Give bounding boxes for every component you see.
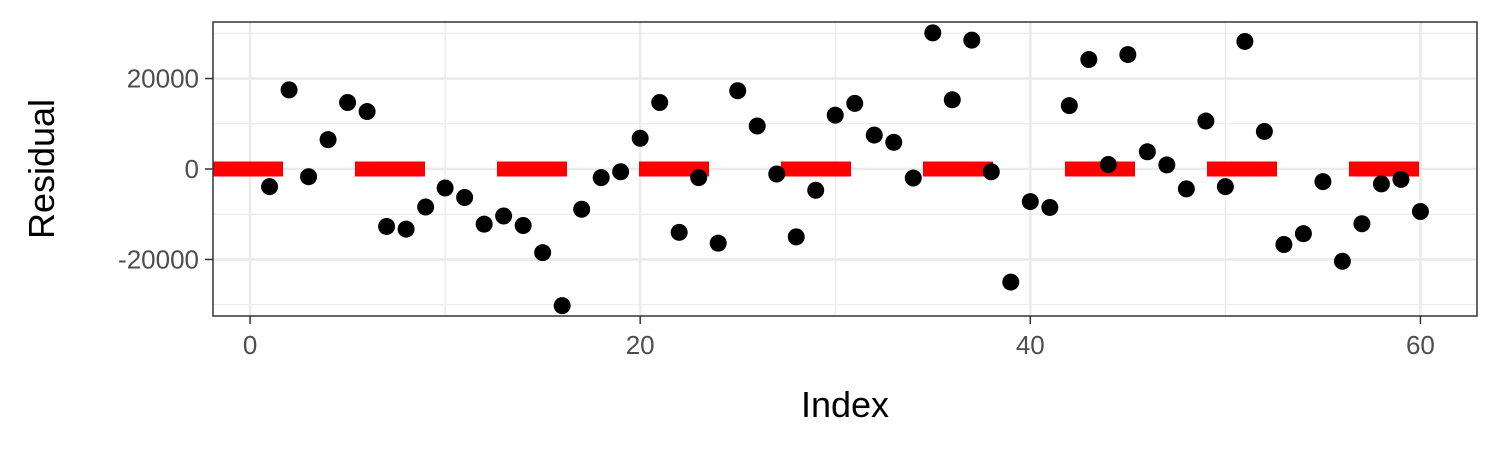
data-point bbox=[1392, 170, 1410, 188]
data-point bbox=[1372, 175, 1390, 193]
data-point bbox=[865, 126, 883, 144]
data-point bbox=[1333, 252, 1351, 270]
data-point bbox=[300, 168, 318, 186]
x-axis-title: Index bbox=[801, 384, 889, 425]
data-point bbox=[1021, 193, 1039, 211]
data-point bbox=[1314, 173, 1332, 191]
y-axis-ticks: -20000 0 20000 bbox=[118, 64, 213, 274]
x-axis-ticks: 0 20 40 60 bbox=[243, 316, 1435, 360]
x-tick-label: 40 bbox=[1016, 330, 1045, 360]
data-point bbox=[1353, 215, 1371, 233]
y-axis-title: Residual bbox=[21, 99, 62, 239]
data-point bbox=[553, 297, 571, 315]
data-point bbox=[1294, 225, 1312, 243]
data-point bbox=[963, 31, 981, 49]
data-point bbox=[397, 220, 415, 238]
data-point bbox=[475, 215, 493, 233]
data-point bbox=[729, 82, 747, 100]
data-point bbox=[1275, 236, 1293, 254]
data-point bbox=[534, 244, 552, 262]
data-point bbox=[1138, 143, 1156, 161]
y-tick-label: -20000 bbox=[118, 244, 199, 274]
data-point bbox=[1158, 156, 1176, 174]
data-point bbox=[904, 169, 922, 187]
y-tick-label: 20000 bbox=[127, 64, 199, 94]
data-point bbox=[846, 94, 864, 112]
data-point bbox=[1411, 203, 1429, 221]
data-point bbox=[1236, 32, 1254, 50]
data-point bbox=[1060, 97, 1078, 115]
data-point bbox=[1119, 46, 1137, 64]
data-point bbox=[261, 178, 279, 196]
data-point bbox=[1099, 155, 1117, 173]
data-point bbox=[592, 169, 610, 187]
data-point bbox=[1177, 180, 1195, 198]
data-point bbox=[768, 165, 786, 183]
data-points bbox=[261, 24, 1429, 315]
data-point bbox=[358, 103, 376, 121]
data-point bbox=[436, 179, 454, 197]
data-point bbox=[787, 228, 805, 246]
data-point bbox=[514, 217, 532, 235]
data-point bbox=[924, 24, 942, 42]
data-point bbox=[456, 188, 474, 206]
data-point bbox=[573, 200, 591, 218]
y-tick-label: 0 bbox=[185, 154, 199, 184]
data-point bbox=[1041, 198, 1059, 216]
data-point bbox=[612, 163, 630, 181]
data-point bbox=[885, 133, 903, 151]
data-point bbox=[690, 169, 708, 187]
data-point bbox=[748, 117, 766, 135]
data-point bbox=[943, 91, 961, 109]
data-point bbox=[495, 207, 513, 225]
data-point bbox=[280, 81, 298, 99]
data-point bbox=[670, 223, 688, 241]
data-point bbox=[982, 163, 1000, 181]
data-point bbox=[1080, 51, 1098, 69]
data-point bbox=[1002, 273, 1020, 291]
data-point bbox=[1255, 122, 1273, 140]
data-point bbox=[631, 129, 649, 147]
data-point bbox=[378, 217, 396, 235]
data-point bbox=[826, 106, 844, 124]
data-point bbox=[339, 94, 357, 112]
data-point bbox=[417, 198, 435, 216]
data-point bbox=[1197, 112, 1215, 130]
x-tick-label: 0 bbox=[243, 330, 257, 360]
data-point bbox=[1216, 178, 1234, 196]
data-point bbox=[651, 94, 669, 112]
data-point bbox=[807, 181, 825, 199]
data-point bbox=[319, 131, 337, 149]
x-tick-label: 20 bbox=[626, 330, 655, 360]
data-point bbox=[709, 234, 727, 252]
x-tick-label: 60 bbox=[1406, 330, 1435, 360]
